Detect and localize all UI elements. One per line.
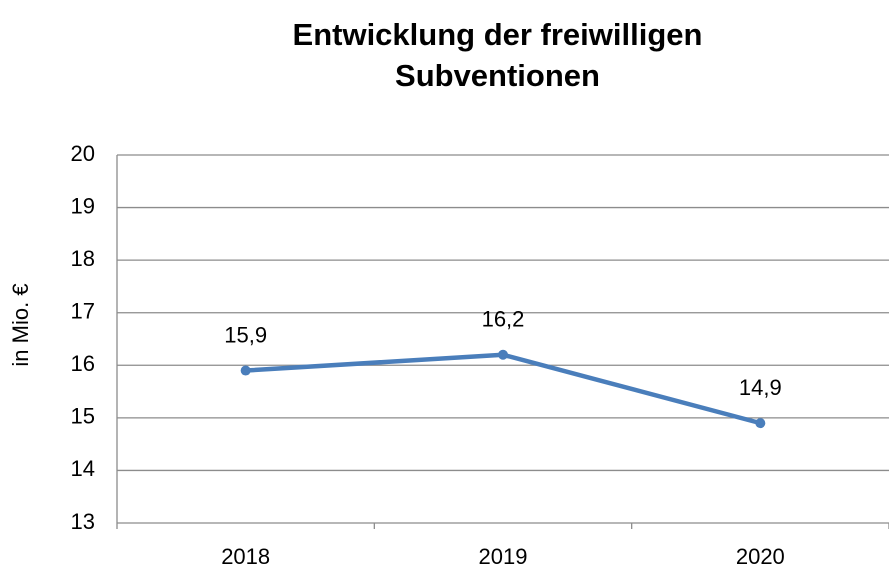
data-label: 16,2 [482, 307, 525, 332]
data-point [240, 365, 251, 376]
y-axis-label: in Mio. € [8, 283, 33, 366]
y-tick-label: 18 [71, 246, 95, 271]
chart-title: Entwicklung der freiwilligen Subventione… [292, 17, 703, 93]
x-tick-label: 2020 [736, 544, 785, 569]
data-point [755, 418, 766, 429]
x-tick-label: 2018 [221, 544, 270, 569]
y-tick-label: 17 [71, 299, 95, 324]
x-tick-label: 2019 [479, 544, 528, 569]
y-tick-label: 16 [71, 351, 95, 376]
data-label: 15,9 [224, 322, 267, 347]
y-tick-label: 15 [71, 404, 95, 429]
data-point [498, 349, 508, 360]
y-tick-label: 13 [71, 509, 95, 534]
y-tick-label: 19 [71, 193, 95, 218]
y-tick-label: 14 [71, 456, 95, 481]
data-label: 14,9 [739, 375, 782, 400]
y-tick-label: 20 [71, 141, 95, 166]
